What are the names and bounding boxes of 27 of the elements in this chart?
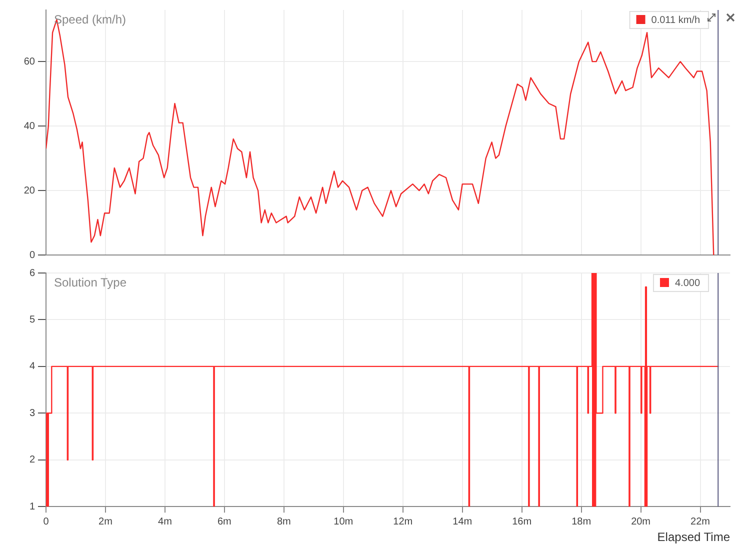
y-tick-label: 1 <box>29 501 36 512</box>
legend-label: 4.000 <box>674 278 700 289</box>
y-tick-label: 3 <box>29 408 36 419</box>
y-tick-label: 0 <box>29 250 36 261</box>
x-tick-label: 14m <box>452 516 472 528</box>
x-tick-label: 20m <box>631 516 651 528</box>
y-tick-label: 40 <box>24 120 36 132</box>
x-tick-label: 12m <box>393 516 413 528</box>
x-axis-title: Elapsed Time <box>657 530 730 544</box>
x-tick-label: 22m <box>690 516 710 528</box>
y-tick-label: 5 <box>29 314 36 326</box>
x-tick-label: 0 <box>43 516 50 528</box>
x-tick-label: 2m <box>98 516 112 528</box>
x-tick-label: 4m <box>158 516 172 528</box>
chart-title: Solution Type <box>54 275 127 290</box>
y-tick-label: 60 <box>24 56 36 68</box>
x-tick-label: 18m <box>572 516 592 528</box>
x-tick-label: 6m <box>217 516 232 528</box>
x-tick-label: 16m <box>512 516 532 528</box>
x-tick-label: 8m <box>276 516 291 528</box>
y-tick-label: 20 <box>24 185 36 196</box>
chart-title: Speed (km/h) <box>54 12 126 26</box>
legend-label: 0.011 km/h <box>651 14 700 26</box>
y-tick-label: 4 <box>29 361 36 372</box>
y-tick-label: 6 <box>29 268 36 279</box>
x-tick-label: 10m <box>334 516 354 528</box>
y-tick-label: 2 <box>29 454 36 466</box>
